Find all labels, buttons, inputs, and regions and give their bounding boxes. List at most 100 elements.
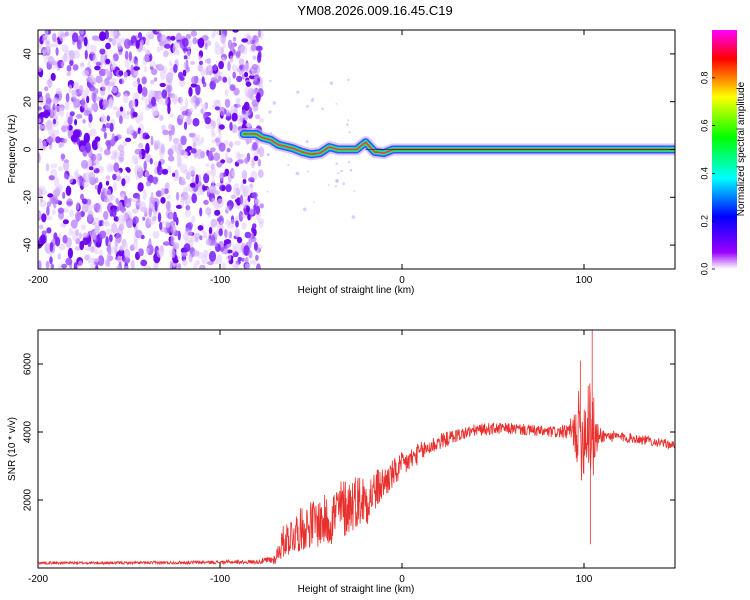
noise-blob <box>153 143 159 151</box>
noise-blob <box>208 226 213 235</box>
noise-blob <box>55 87 62 94</box>
x-tick-label: -100 <box>210 275 230 286</box>
noise-blob <box>83 36 88 47</box>
noise-blob <box>125 137 132 142</box>
noise-speck <box>349 168 353 172</box>
noise-blob <box>205 207 212 216</box>
noise-blob <box>152 231 160 239</box>
noise-blob <box>259 83 264 90</box>
noise-blob <box>191 76 197 85</box>
noise-blob <box>195 97 200 107</box>
colorbar-label: Normalized spectral amplitude <box>736 81 747 216</box>
noise-blob <box>256 92 261 103</box>
noise-blob <box>54 105 62 116</box>
noise-blob <box>124 59 130 69</box>
noise-blob <box>94 136 101 143</box>
noise-blob <box>165 96 169 106</box>
noise-blob <box>255 205 260 215</box>
noise-blob <box>183 121 188 130</box>
noise-blob <box>257 159 262 167</box>
noise-blob <box>131 99 136 109</box>
noise-blob <box>99 230 107 239</box>
noise-blob <box>220 159 226 164</box>
noise-blob <box>115 197 119 205</box>
noise-blob <box>137 32 143 39</box>
noise-blob <box>239 64 244 70</box>
noise-blob <box>231 64 238 72</box>
noise-blob <box>180 115 185 120</box>
noise-blob <box>220 221 224 230</box>
colorbar-tick-label: 0.2 <box>699 215 709 228</box>
noise-blob <box>41 230 47 235</box>
noise-blob <box>170 35 176 41</box>
noise-blob <box>182 69 187 77</box>
noise-blob <box>155 190 162 197</box>
x-tick-label: 100 <box>576 574 593 585</box>
noise-blob <box>249 95 255 101</box>
noise-blob <box>95 61 102 66</box>
noise-blob <box>119 106 124 112</box>
noise-blob <box>170 224 177 235</box>
noise-blob <box>138 248 144 257</box>
noise-blob <box>135 115 141 124</box>
noise-blob <box>234 261 240 269</box>
noise-blob <box>245 122 252 128</box>
noise-blob <box>75 168 79 177</box>
noise-blob <box>152 262 158 269</box>
noise-blob <box>63 160 70 171</box>
noise-blob <box>241 38 249 43</box>
noise-blob <box>227 61 231 72</box>
noise-blob <box>101 79 106 91</box>
noise-blob <box>180 197 185 209</box>
noise-blob <box>94 184 99 190</box>
noise-blob <box>130 64 134 75</box>
noise-blob <box>108 37 113 42</box>
noise-blob <box>145 247 150 254</box>
noise-blob <box>131 197 139 203</box>
noise-blob <box>171 144 178 151</box>
noise-blob <box>98 181 103 190</box>
noise-blob <box>109 122 114 132</box>
noise-blob <box>58 142 63 148</box>
noise-blob <box>112 181 118 192</box>
noise-blob <box>59 107 65 118</box>
noise-blob <box>95 75 103 84</box>
noise-blob <box>38 185 46 191</box>
noise-blob <box>179 180 187 186</box>
noise-blob <box>192 117 200 127</box>
noise-speck <box>335 178 339 183</box>
noise-blob <box>65 257 73 266</box>
noise-blob <box>154 201 158 212</box>
colorbar-tick-label: 0.0 <box>699 263 709 276</box>
noise-blob <box>96 140 101 149</box>
noise-blob <box>119 78 123 85</box>
noise-blob <box>210 163 215 170</box>
noise-blob <box>46 216 53 221</box>
noise-blob <box>118 51 123 56</box>
noise-blob <box>111 208 117 218</box>
noise-blob <box>83 109 91 117</box>
noise-blob <box>181 110 188 116</box>
noise-blob <box>91 103 95 111</box>
noise-blob <box>41 213 47 223</box>
noise-blob <box>118 70 124 77</box>
colorbar-tick-label: 0.6 <box>699 119 709 132</box>
noise-blob <box>71 90 78 99</box>
noise-blob <box>92 164 97 170</box>
noise-blob <box>57 253 61 260</box>
noise-blob <box>205 163 210 168</box>
noise-blob <box>111 37 117 46</box>
noise-blob <box>103 131 107 139</box>
noise-blob <box>254 199 261 204</box>
noise-blob <box>52 118 57 125</box>
noise-blob <box>218 124 225 130</box>
noise-blob <box>253 204 257 211</box>
noise-blob <box>44 101 51 110</box>
noise-blob <box>124 50 129 61</box>
noise-blob <box>181 37 189 48</box>
noise-blob <box>134 148 142 155</box>
noise-blob <box>121 215 127 225</box>
noise-blob <box>244 62 250 73</box>
noise-blob <box>116 42 122 51</box>
noise-blob <box>140 259 148 267</box>
